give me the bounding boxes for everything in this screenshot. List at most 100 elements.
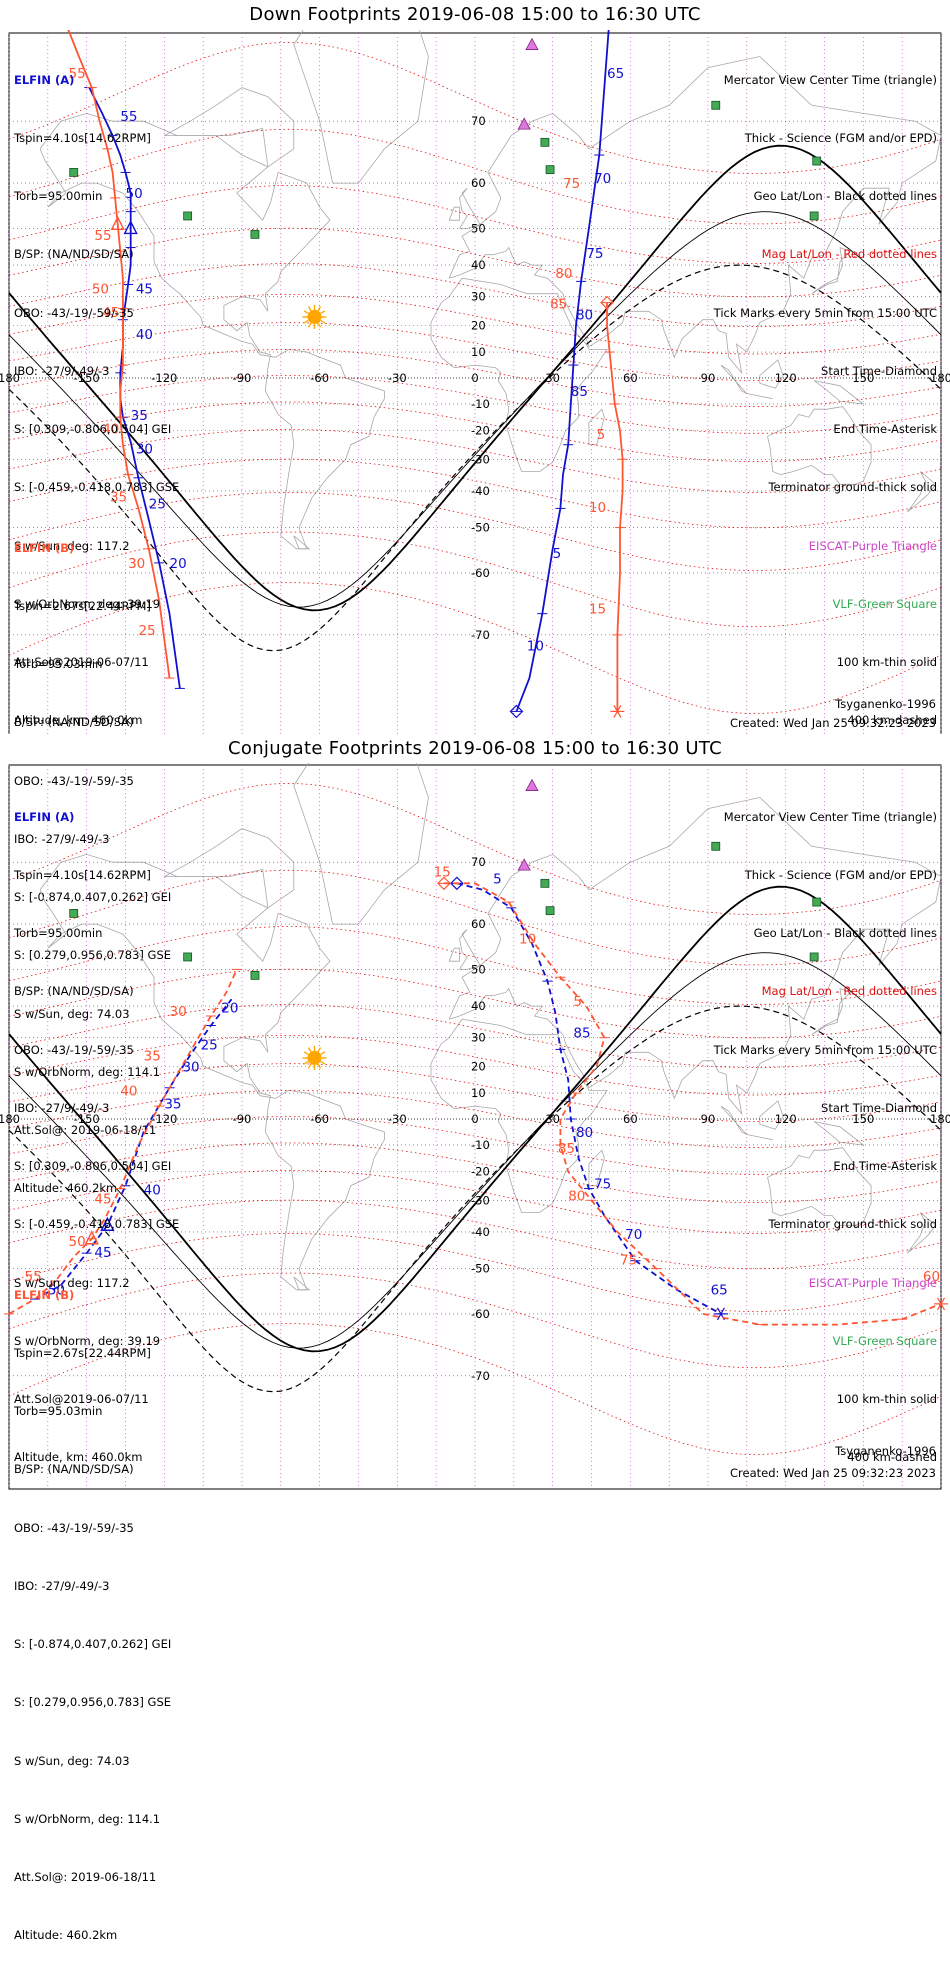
map-layer xyxy=(8,30,942,734)
mag-parallel xyxy=(8,458,942,529)
lat-tick-label: -50 xyxy=(471,521,490,535)
legend-item: End Time-Asterisk xyxy=(833,422,937,437)
coastline xyxy=(906,471,937,513)
coastline xyxy=(767,406,872,485)
lon-tick-label: -150 xyxy=(74,1112,100,1126)
footprint-track xyxy=(456,882,722,1315)
lat-tick-label: -60 xyxy=(471,1307,490,1321)
track-tick-label: 5 xyxy=(573,994,582,1010)
mag-parallel xyxy=(8,1199,942,1270)
track-tick-label: 50 xyxy=(126,186,143,202)
track-tick-label: 40 xyxy=(102,422,119,438)
asterisk-marker xyxy=(934,1297,948,1311)
lon-tick-label: 0 xyxy=(471,1112,478,1126)
legend-item: 400 km-dashed xyxy=(847,1450,937,1465)
sun-ray xyxy=(303,1060,309,1065)
lat-tick-label: -70 xyxy=(471,628,490,642)
elfin-a-info: ELFIN (A) Tspin=4.10s[14.62RPM] Torb=95.… xyxy=(14,769,179,1487)
info-line: OBO: -43/-19/-59/-35 xyxy=(14,773,134,788)
lat-tick-label: 20 xyxy=(471,1059,486,1073)
created-label: Created: Wed Jan 25 09:32:23 2023 xyxy=(729,716,936,730)
lat-tick-label: -10 xyxy=(471,397,490,411)
track-tick-label: 45 xyxy=(136,282,153,298)
square-marker xyxy=(809,211,819,221)
track-tick-label: 65 xyxy=(607,66,624,82)
lat-tick-label: -30 xyxy=(471,1193,490,1207)
info-line: Torb=95.00min xyxy=(14,189,103,204)
track-tick-label: 40 xyxy=(144,1182,161,1198)
coastline xyxy=(746,393,773,400)
info-line: Tspin=4.10s[14.62RPM] xyxy=(14,868,151,883)
track-tick-label: 75 xyxy=(594,1177,611,1193)
track-tick-label: 30 xyxy=(182,1060,199,1076)
track-tick-label: 60 xyxy=(923,1269,940,1285)
square-marker xyxy=(711,841,721,851)
lon-tick-label: -60 xyxy=(310,1112,329,1126)
coastline xyxy=(811,247,852,295)
lon-tick-label: 120 xyxy=(775,1112,797,1126)
mag-parallel xyxy=(8,263,942,327)
terminator-400km xyxy=(8,264,942,652)
mag-parallel xyxy=(8,1233,942,1312)
terminator-line xyxy=(8,885,942,1353)
elfin-b-header: ELFIN (B) xyxy=(14,1287,75,1302)
mag-parallel xyxy=(8,1170,942,1234)
track-tick-label: 70 xyxy=(625,1227,642,1243)
elfin-b-info: ELFIN (B) Tspin=2.67s[22.44RPM] Torb=95.… xyxy=(14,1247,171,1965)
square-marker xyxy=(545,906,555,916)
info-line: IBO: -27/9/-49/-3 xyxy=(14,363,110,378)
track-tick-label: 55 xyxy=(25,1269,42,1285)
lat-tick-label: -60 xyxy=(471,566,490,580)
coastline xyxy=(293,763,429,925)
coastline xyxy=(746,1134,773,1141)
track-tick-label: 25 xyxy=(149,496,166,512)
track-tick-label: 30 xyxy=(170,1004,187,1020)
info-line: S: [-0.874,0.407,0.262] GEI xyxy=(14,1637,172,1652)
track-tick-label: 80 xyxy=(576,308,593,324)
lat-tick-label: 50 xyxy=(471,221,486,235)
coastline xyxy=(430,277,608,472)
panel-title: Down Footprints 2019-06-08 15:00 to 16:3… xyxy=(249,4,701,25)
info-line: OBO: -43/-19/-59/-35 xyxy=(14,305,134,320)
info-line: S: [0.309,-0.806,0.504] GEI xyxy=(14,1159,172,1174)
legend-item: Geo Lat/Lon - Black dotted lines xyxy=(753,926,937,941)
track-tick-label: 80 xyxy=(555,266,572,282)
lon-tick-label: -90 xyxy=(233,371,252,385)
info-line: Att.Sol@2019-06-07/11 xyxy=(14,1392,149,1406)
info-line: Att.Sol@: 2019-06-18/11 xyxy=(14,1123,157,1137)
lat-tick-label: 70 xyxy=(471,855,486,869)
legend-item: 100 km-thin solid xyxy=(836,655,937,669)
coastline xyxy=(720,364,748,394)
track-tick-label: 80 xyxy=(576,1125,593,1141)
mag-parallel xyxy=(8,401,942,463)
legend-item: 400 km-dashed xyxy=(847,713,937,728)
square-marker xyxy=(540,137,550,147)
coastline xyxy=(813,380,865,405)
triangle-marker xyxy=(123,219,138,235)
map-layer xyxy=(8,763,942,1489)
track-tick-label: 35 xyxy=(110,489,127,505)
legend: Mercator View Center Time (triangle) Thi… xyxy=(714,769,937,1487)
terminator-400km xyxy=(8,1005,942,1393)
triangle-marker xyxy=(84,1230,99,1245)
track-tick-label: 85 xyxy=(573,1026,590,1042)
info-line: S w/OrbNorm, deg: 39.19 xyxy=(14,596,161,611)
legend-item: Mercator View Center Time (triangle) xyxy=(723,809,937,824)
triangle-marker xyxy=(517,858,531,871)
lat-tick-label: 60 xyxy=(471,917,486,931)
coastline xyxy=(293,535,311,550)
track-tick-label: 75 xyxy=(563,176,580,192)
info-line: Att.Sol@: 2019-06-18/11 xyxy=(14,1870,157,1884)
track-tick-label: 85 xyxy=(550,296,567,312)
lat-tick-label: 50 xyxy=(471,962,486,976)
track-tick-label: 80 xyxy=(568,1188,585,1204)
model-label: Tsyganenko-1996 xyxy=(835,697,936,711)
lat-tick-label: -40 xyxy=(471,484,490,498)
track-tick-label: 75 xyxy=(620,1253,637,1269)
lat-tick-label: 30 xyxy=(471,290,486,304)
track-tick-label: 50 xyxy=(48,1282,65,1298)
track-tick-label: 40 xyxy=(120,1084,137,1100)
track-tick-label: 70 xyxy=(594,171,611,187)
footprint-track xyxy=(443,882,942,1326)
track-tick-label: 25 xyxy=(138,623,155,639)
